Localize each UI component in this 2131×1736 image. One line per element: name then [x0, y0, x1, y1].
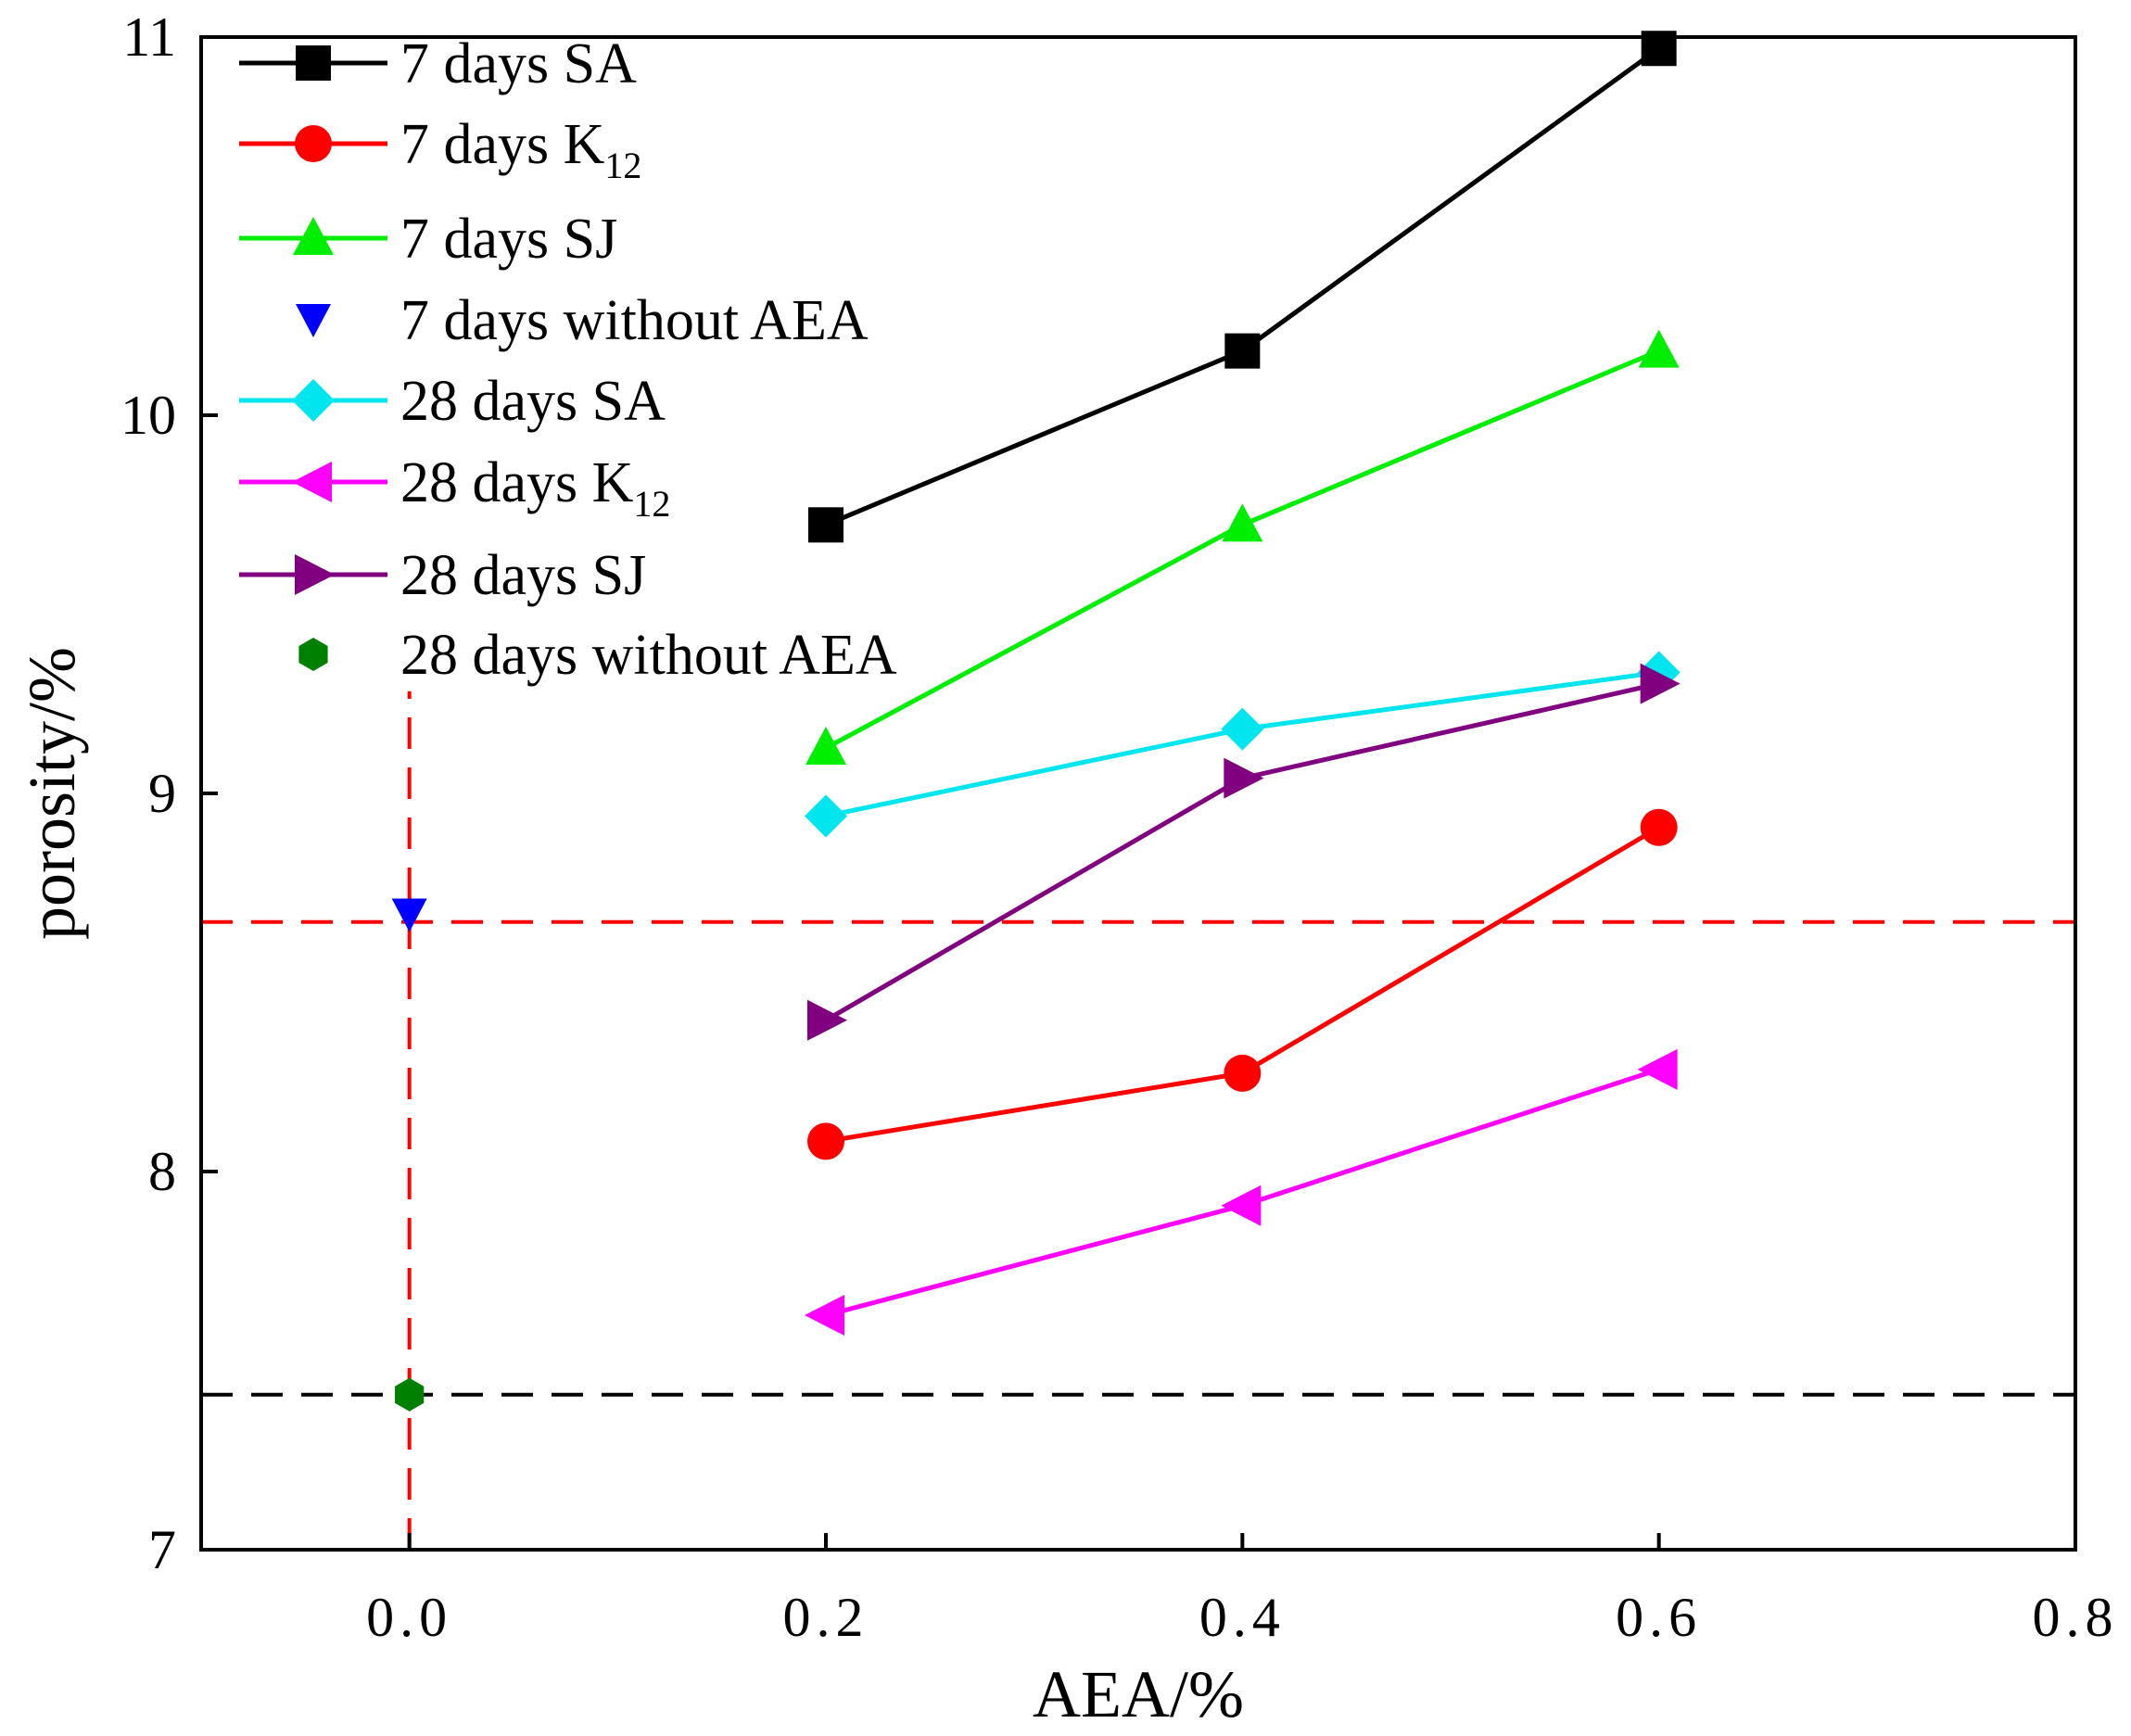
legend-marker-7-days-k12 [295, 125, 332, 162]
data-point-7-days-sa-0 [808, 507, 844, 543]
series-28-days-k12 [805, 1048, 1678, 1337]
data-point-7-days-sj-0 [805, 727, 846, 766]
y-axis-label: porosity/% [15, 647, 89, 940]
series-7-days-without-aea [391, 898, 427, 932]
legend-label: 7 days without AEA [400, 289, 869, 352]
legend-label: 28 days SJ [400, 544, 646, 607]
data-point-28-days-sj-0 [807, 999, 847, 1041]
legend-marker-28-days-sa [292, 379, 335, 422]
legend-marker-28-days-without-aea [298, 638, 328, 671]
x-tick-label: 0.8 [2033, 1587, 2119, 1648]
data-point-28-days-sa-0 [805, 794, 847, 838]
series-28-days-without-aea [395, 1377, 425, 1412]
x-tick-label: 0.6 [1616, 1587, 1702, 1648]
legend-marker-28-days-k12 [292, 462, 332, 502]
legend-marker-7-days-without-aea [296, 304, 331, 337]
legend-item-28-days-without-aea: 28 days without AEA [298, 624, 897, 687]
data-point-28-days-k12-2 [1637, 1048, 1678, 1090]
data-point-28-days-k12-0 [805, 1295, 844, 1337]
data-point-7-days-k12-2 [1640, 808, 1678, 846]
y-tick-label: 11 [122, 6, 176, 68]
legend-label: 7 days SA [400, 32, 637, 95]
data-point-28-days-without-aea-0 [395, 1377, 425, 1412]
x-tick-label: 0.0 [366, 1587, 452, 1648]
x-tick-label: 0.4 [1199, 1587, 1286, 1648]
legend-item-7-days-sj: 7 days SJ [239, 208, 617, 271]
data-point-7-days-sj-2 [1638, 329, 1680, 368]
series-7-days-k12 [807, 808, 1678, 1160]
series-7-days-sa [808, 31, 1677, 543]
data-point-7-days-without-aea-0 [391, 898, 427, 932]
data-point-28-days-sj-1 [1224, 757, 1264, 799]
y-tick-label: 9 [148, 763, 176, 824]
axis-ticks: 0.0 0.2 0.4 0.6 0.8 7 8 9 10 11 [121, 6, 2119, 1648]
reference-lines [201, 691, 2075, 1550]
legend-label: 7 days SJ [400, 208, 617, 271]
y-tick-label: 7 [148, 1519, 176, 1580]
series-line-7-days-sa [825, 46, 1661, 527]
y-tick-label: 8 [148, 1141, 176, 1202]
series-line-7-days-k12 [825, 825, 1660, 1144]
legend-marker-7-days-sj [293, 217, 334, 255]
legend-item-28-days-k12: 28 days K12 [239, 451, 670, 525]
data-point-7-days-k12-0 [807, 1122, 844, 1160]
legend-item-7-days-k12: 7 days K12 [239, 113, 641, 186]
data-point-28-days-k12-1 [1221, 1185, 1262, 1226]
legend-marker-28-days-sj [295, 554, 335, 595]
legend-label: 28 days without AEA [400, 624, 897, 687]
legend-label: 28 days K12 [400, 451, 670, 525]
legend-item-7-days-sa: 7 days SA [239, 32, 637, 95]
legend-label: 7 days K12 [400, 113, 641, 186]
data-point-7-days-k12-1 [1224, 1054, 1262, 1092]
x-axis-label: AEA/% [1033, 1657, 1244, 1731]
data-point-7-days-sa-1 [1224, 333, 1261, 369]
data-point-28-days-sj-2 [1640, 663, 1681, 704]
series-line-28-days-k12 [825, 1067, 1660, 1318]
legend-item-28-days-sj: 28 days SJ [239, 544, 646, 607]
legend-label: 28 days SA [400, 370, 666, 433]
y-tick-label: 10 [121, 385, 176, 446]
legend-item-7-days-without-aea: 7 days without AEA [296, 289, 869, 352]
series-28-days-sj [807, 663, 1681, 1041]
series-28-days-sa [805, 651, 1681, 838]
data-point-7-days-sj-1 [1222, 503, 1263, 542]
legend-marker-7-days-sa [296, 45, 331, 81]
x-tick-label: 0.2 [783, 1587, 869, 1648]
legend-item-28-days-sa: 28 days SA [239, 370, 666, 433]
series-7-days-sj [805, 329, 1680, 766]
data-point-28-days-sa-1 [1221, 707, 1264, 751]
legend: 7 days SA 7 days K12 7 days SJ 7 days witho… [239, 32, 897, 687]
